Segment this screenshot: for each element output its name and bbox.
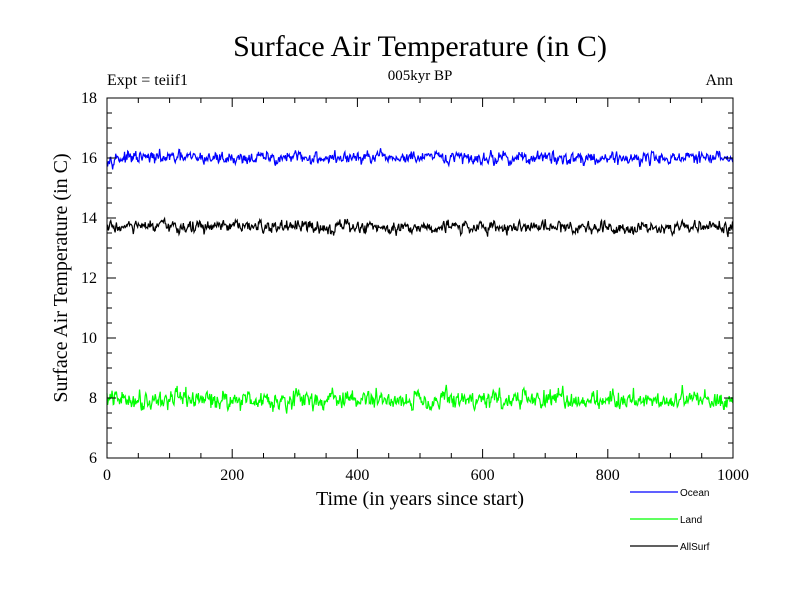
x-tick-label: 200	[220, 467, 244, 484]
y-axis-label: Surface Air Temperature (in C)	[50, 153, 72, 402]
series-line-allsurf	[106, 216, 734, 238]
x-tick-label: 400	[345, 467, 369, 484]
y-tick-label: 8	[89, 390, 97, 407]
experiment-label: Expt = teiif1	[107, 72, 188, 89]
y-tick-label: 14	[81, 210, 97, 227]
x-tick-label: 1000	[717, 467, 749, 484]
legend: Ocean Land AllSurf	[630, 488, 710, 553]
y-tick-label: 10	[81, 330, 97, 347]
legend-label-land: Land	[680, 515, 702, 526]
x-tick-label: 600	[471, 467, 495, 484]
y-tick-label: 18	[81, 90, 97, 107]
x-tick-label: 800	[596, 467, 620, 484]
y-tick-label: 16	[81, 150, 97, 167]
x-tick-label: 0	[103, 467, 111, 484]
chart-subtitle: 005kyr BP	[388, 68, 453, 84]
y-tick-label: 6	[89, 450, 97, 467]
chart-title: Surface Air Temperature (in C)	[233, 30, 607, 63]
series-line-land	[106, 384, 734, 414]
legend-label-allsurf: AllSurf	[680, 542, 710, 553]
series-layer	[106, 148, 734, 414]
plot-frame	[106, 97, 734, 459]
period-label: Ann	[705, 72, 733, 89]
x-axis-label: Time (in years since start)	[316, 488, 524, 510]
series-line-ocean	[106, 148, 734, 170]
legend-label-ocean: Ocean	[680, 488, 709, 499]
y-tick-label: 12	[81, 270, 97, 287]
axis-layer: 0 200 400 600 800 1000 6 8 10 12 14 16 18	[81, 90, 749, 484]
